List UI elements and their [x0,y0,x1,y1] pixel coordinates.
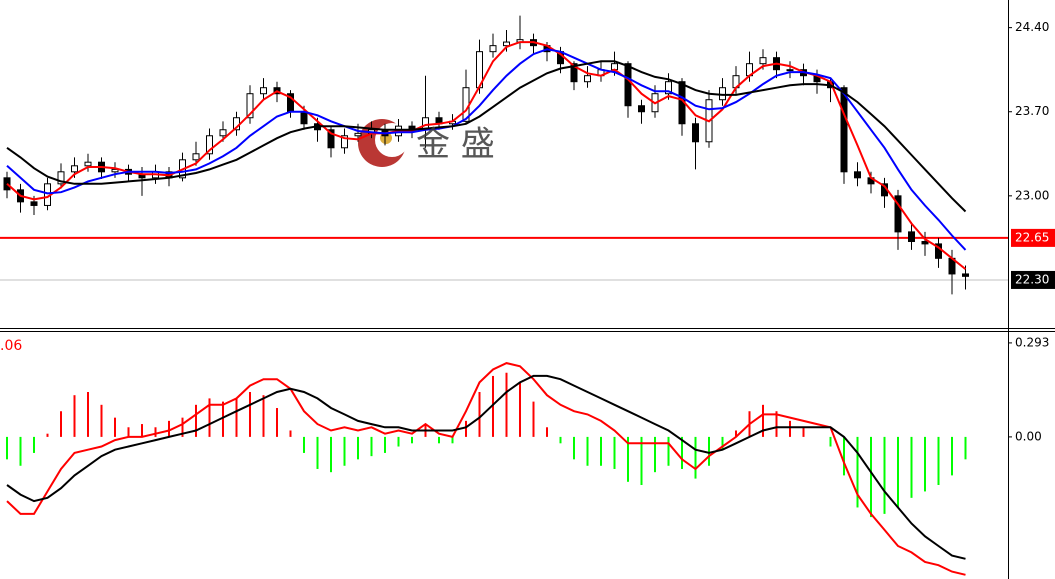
line-series [6,362,966,576]
candle-body [57,171,65,185]
candle-body [111,168,119,173]
candle-body [786,69,794,72]
candle-body [921,240,929,245]
candle-body [219,129,227,137]
logo-cut [375,123,409,157]
candle-body [840,87,848,173]
candle-body [489,45,497,53]
y-tick-label: 0.293 [1015,335,1049,349]
candle-body [327,129,335,149]
y-tick-label: 0.00 [1015,429,1042,443]
price-label: 22.65 [1015,230,1049,244]
candle-body [638,105,645,113]
candle-body [624,63,632,107]
candle-body [30,201,38,206]
candle-body [665,81,672,95]
price-label: 22.30 [1015,272,1049,286]
y-tick-label: 23.00 [1015,188,1049,202]
candle-body [962,273,969,277]
candle-body [503,41,510,47]
price-label-box [1011,228,1055,247]
line-series [6,60,967,213]
candle-body [854,171,861,179]
y-tick-label: 23.70 [1015,104,1049,118]
candle-body [246,93,254,119]
line-series [6,374,966,560]
candle-body [71,165,78,173]
candle-body [300,111,308,125]
candle-body [908,231,915,242]
candle-body [354,132,362,137]
candle-body [759,57,767,65]
price-label-box [1011,270,1055,289]
candle-body [341,135,348,149]
candle-body [192,153,200,161]
watermark-text: 金 盛 [416,125,495,165]
candle-body [570,63,578,83]
candle-body [84,161,92,167]
candle-body [584,75,591,83]
candle-body [260,87,267,95]
candle-body [206,135,213,155]
y-tick-label: 24.40 [1015,20,1049,34]
line-series [6,48,967,251]
candle-body [692,123,699,143]
indicator-label: .06 [0,338,22,354]
candle-body [894,195,902,233]
